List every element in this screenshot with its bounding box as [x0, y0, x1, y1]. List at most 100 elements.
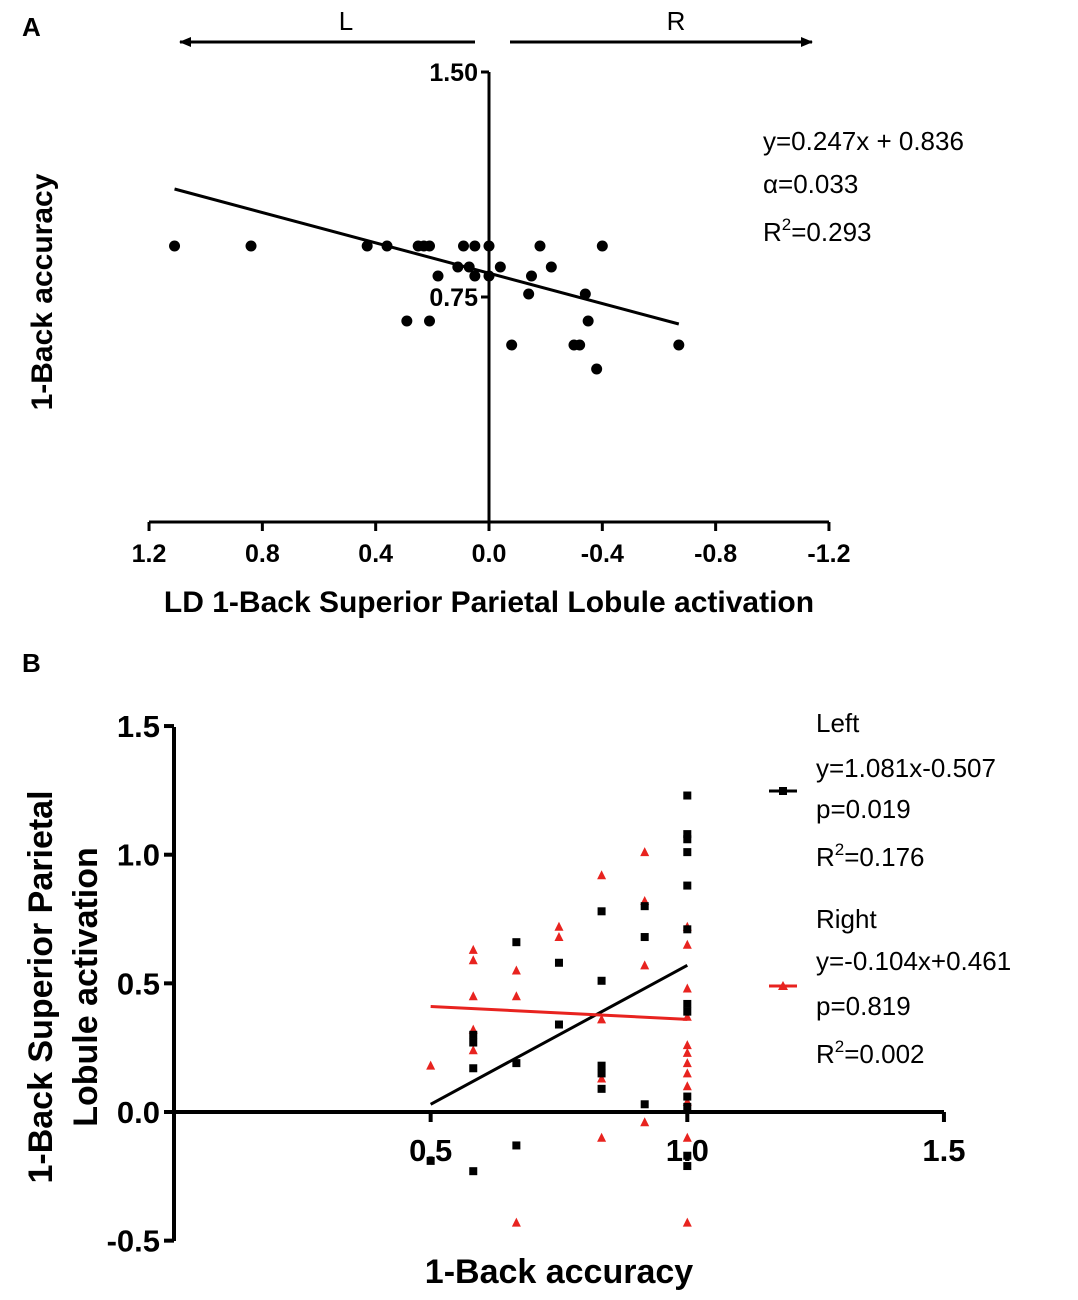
legend-right-name: Right: [816, 904, 877, 934]
a-data-point: [432, 270, 444, 282]
a-alpha: α=0.033: [763, 169, 858, 199]
b-left-data-point: [683, 1007, 692, 1016]
b-right-data-point: [682, 1047, 692, 1057]
a-r-squared: R2=0.293: [763, 215, 872, 247]
b-right-regression-line: [430, 1005, 688, 1021]
b-right-data-point: [511, 991, 521, 1001]
a-x-tick-labels: 1.2 0.8 0.4 0.0 -0.4 -0.8 -1.2: [132, 540, 851, 568]
b-y-tick-label: 1.5: [117, 709, 160, 744]
a-y-axis-title: 1-Back accuracy: [26, 173, 59, 410]
legend-left-p: p=0.019: [816, 794, 911, 824]
panel-b-letter: B: [22, 648, 41, 678]
b-right-data-point: [597, 1073, 607, 1083]
b-right-data-point: [554, 932, 564, 942]
b-y-axis-title-line2: Lobule activation: [67, 847, 105, 1127]
legend-left-square-marker: [779, 787, 787, 795]
a-regression-line: [174, 187, 680, 326]
b-right-data-point: [468, 944, 478, 954]
legend-left-entry: Left y=1.081x-0.507 p=0.019 R2=0.176: [769, 708, 996, 872]
a-x-tick-label: 0.0: [472, 540, 507, 568]
legend-right-p: p=0.819: [816, 991, 911, 1021]
panel-a: A L R 1.2 0.8 0.4 0.0 -0.4 -0.8 -1.2 1.50 0.75…: [22, 6, 964, 619]
b-left-data-point: [597, 1069, 606, 1078]
a-data-point: [424, 315, 436, 327]
b-left-data-point: [683, 881, 692, 890]
b-y-tick-label: 0.5: [117, 966, 160, 1001]
b-right-data-point: [597, 1014, 607, 1024]
a-x-tick-label: -0.8: [694, 540, 737, 568]
b-left-data-point: [469, 1167, 478, 1176]
b-right-data-points: [426, 847, 692, 1227]
b-right-data-point: [511, 1217, 521, 1227]
b-right-data-point: [682, 1011, 692, 1021]
a-y-tick-label: 1.50: [429, 59, 478, 87]
b-x-axis-title: 1-Back accuracy: [425, 1253, 694, 1291]
b-y-tick-label: 0.0: [117, 1095, 160, 1130]
a-data-point: [545, 261, 557, 273]
b-left-data-points: [426, 791, 692, 1176]
a-data-points: [169, 240, 685, 375]
a-data-point: [673, 339, 685, 351]
b-y-tick-labels: 1.5 1.0 0.5 0.0 -0.5: [107, 709, 160, 1259]
legend-right-r-squared: R2=0.002: [816, 1037, 925, 1069]
b-left-data-point: [469, 1038, 478, 1047]
a-x-tick-label: 0.8: [245, 540, 280, 568]
a-x-axis-title: LD 1-Back Superior Parietal Lobule activ…: [164, 586, 814, 619]
b-right-data-point: [597, 870, 607, 880]
b-left-data-point: [683, 925, 692, 934]
b-right-data-point: [682, 1081, 692, 1091]
b-x-ticks: [428, 1112, 946, 1122]
b-left-data-point: [469, 1030, 478, 1039]
b-left-data-point: [597, 907, 606, 916]
b-left-data-point: [597, 976, 606, 985]
a-x-tick-label: -1.2: [807, 540, 850, 568]
b-y-axis-title-line1: 1-Back Superior Parietal: [22, 790, 60, 1183]
b-left-data-point: [512, 1141, 521, 1150]
legend-left-name: Left: [816, 708, 860, 738]
legend-right-equation: y=-0.104x+0.461: [816, 946, 1011, 976]
a-data-point: [582, 315, 594, 327]
a-data-point: [483, 240, 495, 252]
b-left-data-point: [683, 791, 692, 800]
a-data-point: [245, 240, 257, 252]
a-equation: y=0.247x + 0.836: [763, 126, 964, 156]
left-direction-label: L: [339, 6, 353, 36]
a-data-point: [534, 240, 546, 252]
b-left-data-point: [554, 1020, 563, 1029]
b-right-data-point: [682, 1068, 692, 1078]
b-left-data-point: [426, 1156, 435, 1165]
b-x-tick-labels: 0.5 1.0 1.5: [409, 1133, 965, 1168]
b-right-data-point: [554, 921, 564, 931]
b-left-data-point: [512, 938, 521, 947]
b-right-data-point: [468, 1045, 478, 1055]
b-right-data-point: [426, 1060, 436, 1070]
a-data-point: [494, 261, 506, 273]
b-y-ticks: [164, 724, 174, 1243]
b-y-tick-label: -0.5: [107, 1224, 160, 1259]
b-left-data-point: [683, 835, 692, 844]
legend-left-r-squared: R2=0.176: [816, 840, 925, 872]
legend-left-equation: y=1.081x-0.507: [816, 753, 996, 783]
b-legend: Left y=1.081x-0.507 p=0.019 R2=0.176 Rig…: [769, 708, 1011, 1069]
a-data-point: [525, 270, 537, 282]
a-data-point: [469, 240, 481, 252]
a-data-point: [452, 261, 464, 273]
a-data-point: [579, 288, 591, 300]
b-left-data-point: [683, 1102, 692, 1111]
b-left-data-point: [640, 1100, 649, 1109]
a-data-point: [523, 288, 535, 300]
b-left-data-point: [554, 958, 563, 967]
a-data-point: [361, 240, 373, 252]
a-data-point: [424, 240, 436, 252]
b-right-data-point: [682, 1058, 692, 1068]
b-left-data-point: [683, 1162, 692, 1171]
b-right-data-point: [682, 939, 692, 949]
b-right-data-point: [468, 955, 478, 965]
b-left-data-point: [597, 1084, 606, 1093]
a-stats-annotation: y=0.247x + 0.836 α=0.033 R2=0.293: [763, 126, 964, 247]
b-right-data-point: [682, 1040, 692, 1050]
a-data-point: [574, 339, 586, 351]
b-right-data-point: [682, 983, 692, 993]
panel-a-letter: A: [22, 12, 41, 42]
a-data-point: [591, 363, 603, 375]
